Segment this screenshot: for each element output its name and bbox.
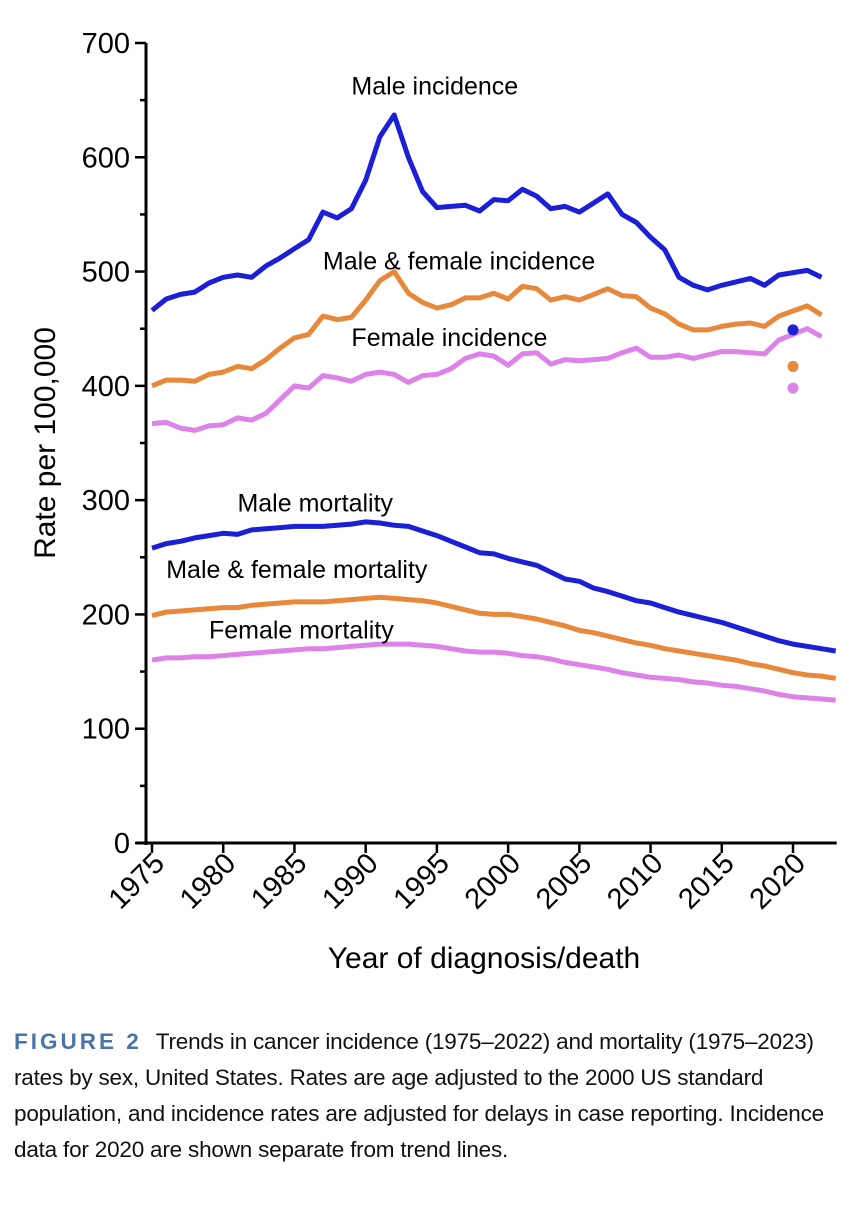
label-male-mortality: Male mortality [237, 490, 393, 518]
x-tick-label: 1985 [245, 847, 313, 915]
y-tick-label: 100 [82, 714, 130, 746]
x-tick-label: 2020 [744, 847, 812, 915]
label-male-and-female-incidence: Male & female incidence [323, 247, 595, 275]
y-tick-label: 200 [82, 599, 130, 631]
line-chart: 0 100 200 300 400 500 600 700 1975 1980 1985 1990 1… [29, 28, 837, 975]
label-female-incidence: Female incidence [351, 324, 547, 352]
series-line-male-incidence [150, 112, 823, 313]
series-line-male-and-female-mortality [151, 594, 837, 681]
label-female-mortality: Female mortality [209, 616, 394, 644]
points-2020 [787, 324, 799, 394]
x-tick-label: 2015 [672, 847, 740, 915]
series-line-female-mortality [151, 641, 836, 703]
label-male-and-female-mortality: Male & female mortality [166, 556, 428, 584]
series-lines [150, 112, 837, 703]
y-axis-title: Rate per 100,000 [29, 327, 62, 559]
x-axis-title: Year of diagnosis/death [328, 942, 640, 975]
point-female-incidence-2020 [787, 382, 799, 394]
series-line-female-incidence [151, 326, 823, 433]
figure-caption: FIGURE 2 Trends in cancer incidence (1975… [14, 1024, 854, 1168]
label-male-incidence: Male incidence [351, 72, 518, 100]
x-tick-label: 2000 [459, 847, 527, 915]
point-male-incidence-2020 [787, 324, 799, 336]
figure-label: FIGURE 2 [14, 1029, 142, 1054]
x-tick-label: 1990 [316, 847, 384, 915]
x-tick-label: 2010 [601, 847, 669, 915]
x-tick-label: 1980 [174, 847, 242, 915]
y-tick-label: 600 [82, 142, 130, 174]
y-tick-label: 400 [82, 371, 130, 403]
y-tick-label: 0 [114, 828, 130, 860]
caption-text: Trends in cancer incidence (1975–2022) a… [14, 1029, 824, 1162]
series-line-male-mortality [151, 519, 837, 654]
point-male-and-female-incidence-2020 [787, 360, 799, 372]
x-tick-label: 1995 [388, 847, 456, 915]
y-tick-label: 500 [82, 257, 130, 289]
y-tick-label: 700 [82, 28, 130, 60]
series-labels: Male incidence Male & female incidence Fem… [166, 72, 595, 644]
x-tick-label: 2005 [530, 847, 598, 915]
y-tick-label: 300 [82, 485, 130, 517]
series-line-male-and-female-incidence [151, 269, 823, 389]
x-axis: 1975 1980 1985 1990 1995 2000 2005 2010 2015 2020 [103, 841, 837, 916]
y-axis: 0 100 200 300 400 500 600 700 [82, 28, 148, 860]
